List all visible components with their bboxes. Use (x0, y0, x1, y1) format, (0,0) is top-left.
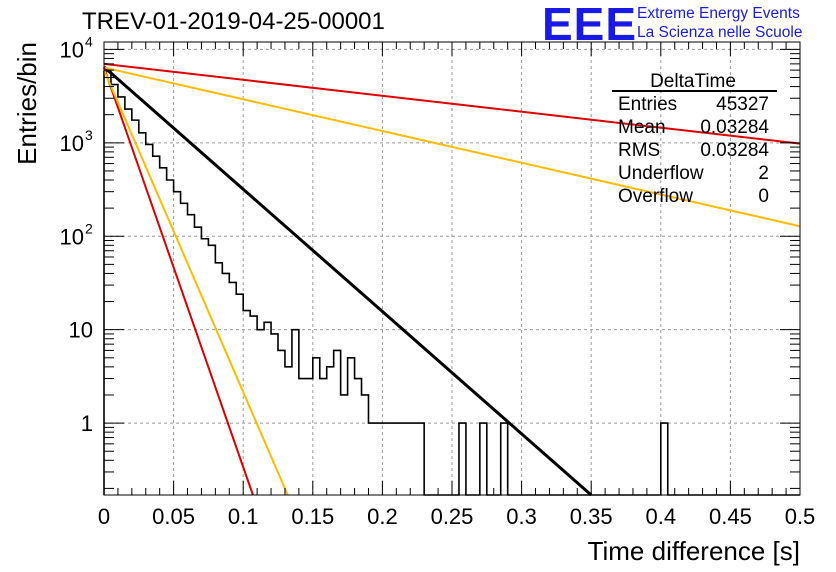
x-tick-label: 0.45 (709, 504, 752, 529)
fit-line (103, 69, 289, 496)
x-tick-label: 0.05 (152, 504, 195, 529)
grid (104, 42, 800, 495)
x-tick-label: 0.4 (646, 504, 677, 529)
x-axis-label: Time difference [s] (588, 536, 800, 566)
fit-line (103, 62, 801, 145)
stats-row-label: Entries (618, 94, 677, 115)
stats-row-label: RMS (618, 140, 660, 161)
y-tick-label: 10 (60, 37, 84, 62)
stats-row-value: 0 (758, 186, 769, 207)
stats-row-value: 0.03284 (700, 140, 769, 161)
x-tick-label: 0 (98, 504, 110, 529)
stats-row-value: 0.03284 (700, 117, 769, 138)
stats-box-name: DeltaTime (650, 71, 736, 92)
y-tick-label: 10 (60, 131, 84, 156)
logo-caption: Extreme Energy Events La Scienza nelle S… (637, 4, 802, 42)
stats-row-value: 2 (758, 163, 769, 184)
y-tick-exponent: 3 (85, 127, 93, 143)
x-tick-label: 0.3 (506, 504, 537, 529)
y-tick-label: 10 (60, 224, 84, 249)
x-tick-label: 0.2 (367, 504, 398, 529)
stats-row-value: 45327 (716, 94, 769, 115)
stats-row-label: Underflow (618, 163, 704, 184)
stats-row-label: Mean (618, 117, 666, 138)
x-tick-label: 0.15 (291, 504, 334, 529)
x-tick-label: 0.1 (228, 504, 259, 529)
fit-line (103, 67, 254, 496)
x-tick-label: 0.5 (785, 504, 816, 529)
fit-line (103, 66, 801, 228)
x-tick-label: 0.25 (431, 504, 474, 529)
y-tick-exponent: 2 (85, 220, 93, 236)
x-tick-label: 0.35 (570, 504, 613, 529)
stats-row-label: Overflow (618, 186, 693, 207)
logo-line-1: Extreme Energy Events (637, 5, 800, 22)
chart-title: TREV-01-2019-04-25-00001 (82, 8, 385, 35)
axis-ticks (103, 42, 801, 495)
fit-line (103, 65, 593, 497)
axis-labels: 0 0.05 0.1 0.15 0.2 0.25 0.3 0.35 0.4 0.45 0.5 1 10 1… (12, 33, 815, 566)
y-axis-label: Entries/bin (12, 42, 42, 165)
eee-logo: EEE (542, 0, 638, 50)
y-tick-exponent: 4 (85, 33, 93, 49)
logo-line-2: La Scienza nelle Scuole (637, 24, 803, 41)
y-tick-label: 1 (81, 411, 93, 436)
fit-lines (103, 62, 801, 497)
y-tick-label: 10 (69, 318, 93, 343)
